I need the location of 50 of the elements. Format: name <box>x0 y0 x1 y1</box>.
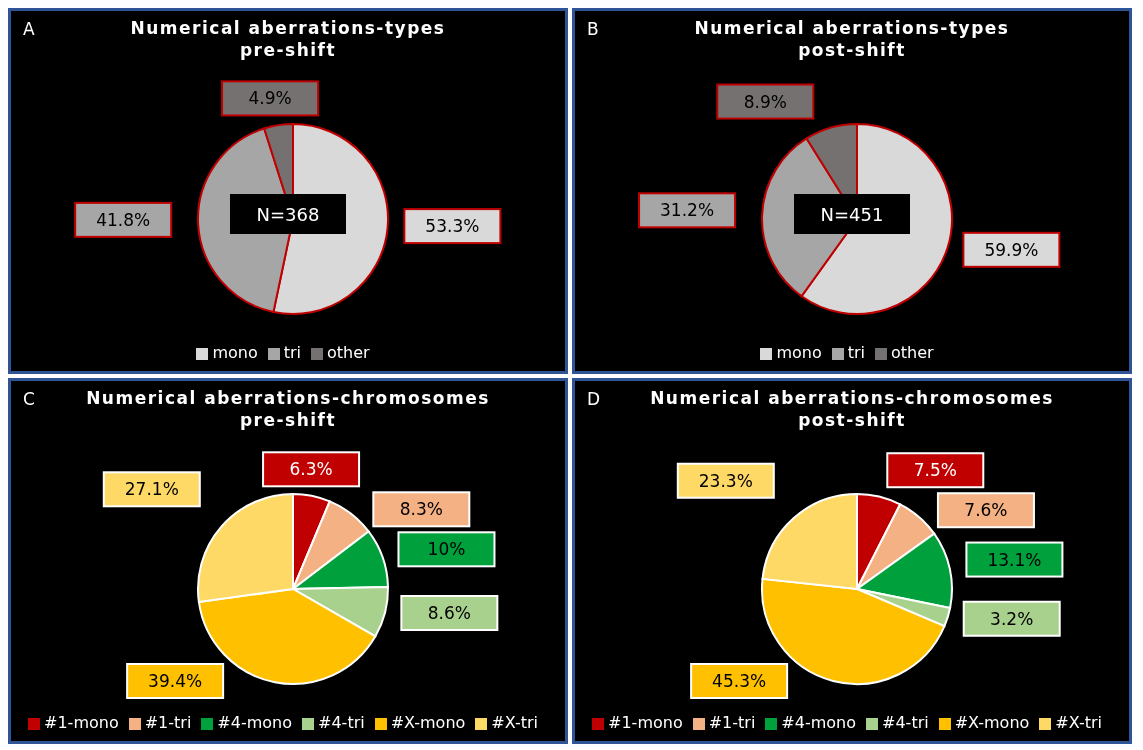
legend-label: tri <box>283 343 301 362</box>
chart-subtitle: post-shift <box>797 409 907 431</box>
data-label: 3.2% <box>990 608 1034 629</box>
legend-label: tri <box>847 343 865 362</box>
legend-label: #4-mono <box>781 713 857 732</box>
data-label: 8.3% <box>399 499 443 520</box>
legend-label: #X-tri <box>491 713 538 732</box>
data-label: 23.3% <box>698 470 753 491</box>
data-label: 31.2% <box>660 200 715 221</box>
data-label: 6.3% <box>289 459 333 480</box>
legend-label: #X-tri <box>1055 713 1102 732</box>
legend-label: #4-tri <box>318 713 365 732</box>
text: A <box>23 19 35 39</box>
chart-subtitle: pre-shift <box>238 39 338 61</box>
legend-label: mono <box>776 343 822 362</box>
legend-label: #X-mono <box>390 713 466 732</box>
data-label: 7.6% <box>964 500 1008 521</box>
text: B <box>587 19 599 39</box>
data-label: 8.9% <box>743 91 787 112</box>
legend-label: #1-mono <box>608 713 683 732</box>
legend-label: other <box>326 343 370 362</box>
data-label: 4.9% <box>248 88 292 109</box>
text: N=368 <box>230 194 346 234</box>
legend-label: #1-mono <box>44 713 119 732</box>
chart-subtitle: pre-shift <box>238 409 338 431</box>
chart-title: Numerical aberrations-chromosomes <box>650 388 1054 408</box>
chart-subtitle: post-shift <box>797 39 907 61</box>
legend-label: #1-tri <box>144 713 192 732</box>
data-label: 45.3% <box>712 671 767 691</box>
chart-title: Numerical aberrations-types <box>694 18 1010 38</box>
data-label: 7.5% <box>913 460 957 481</box>
data-label: 39.4% <box>148 671 203 691</box>
data-label: 59.9% <box>984 239 1039 260</box>
legend-label: #X-mono <box>954 713 1030 732</box>
text: N=451 <box>794 194 910 234</box>
data-label: 53.3% <box>425 216 480 237</box>
legend-label: #4-tri <box>882 713 929 732</box>
chart-title: Numerical aberrations-chromosomes <box>86 388 490 408</box>
data-label: 8.6% <box>427 603 471 623</box>
legend-label: mono <box>212 343 258 362</box>
data-label: 27.1% <box>124 479 179 500</box>
text: D <box>587 389 601 409</box>
legend-label: #4-mono <box>217 713 293 732</box>
data-label: 13.1% <box>987 549 1042 570</box>
data-label: 41.8% <box>96 209 151 230</box>
legend-label: #1-tri <box>708 713 756 732</box>
chart-title: Numerical aberrations-types <box>130 18 446 38</box>
text: C <box>23 389 35 409</box>
data-label: 10% <box>427 539 466 560</box>
legend-label: other <box>890 343 934 362</box>
